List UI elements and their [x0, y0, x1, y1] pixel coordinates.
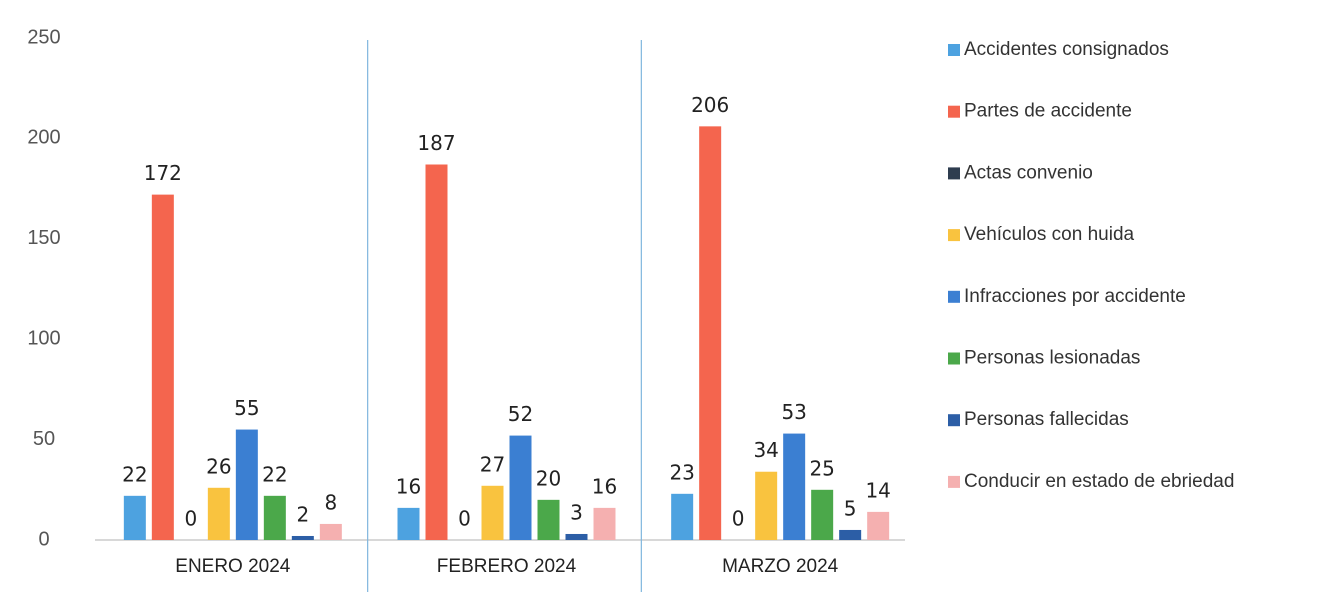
y-tick-label: 100	[27, 327, 60, 349]
value-label: 27	[480, 452, 505, 476]
legend-swatch	[948, 105, 960, 118]
bar	[319, 523, 342, 540]
legend-label: Conducir en estado de ebriedad	[964, 471, 1234, 492]
bar	[425, 164, 448, 540]
value-label: 23	[669, 460, 694, 484]
y-tick-label: 200	[27, 127, 60, 149]
bar	[397, 507, 420, 540]
legend-label: Accidentes consignados	[964, 39, 1169, 60]
value-label: 206	[691, 93, 729, 117]
legend-swatch	[948, 475, 960, 488]
value-label: 22	[262, 462, 287, 486]
bar	[565, 533, 588, 540]
legend-label: Infracciones por accidente	[964, 286, 1186, 307]
bar	[263, 495, 286, 540]
bar	[755, 471, 778, 540]
value-label: 16	[592, 474, 617, 498]
value-label: 53	[781, 400, 806, 424]
bar	[699, 126, 722, 541]
bar	[291, 535, 314, 540]
x-tick-label: FEBRERO 2024	[437, 556, 577, 577]
bar	[235, 429, 258, 540]
bar	[123, 495, 146, 540]
legend-swatch	[948, 290, 960, 303]
bar	[811, 489, 834, 540]
value-label: 5	[844, 496, 857, 520]
legend-swatch	[948, 352, 960, 365]
bar	[839, 529, 862, 540]
value-label: 0	[732, 507, 745, 531]
value-label: 3	[570, 500, 583, 524]
bar	[867, 511, 890, 540]
y-tick-label: 0	[38, 528, 49, 550]
value-label: 55	[234, 396, 259, 420]
value-label: 20	[536, 466, 561, 490]
value-label: 22	[122, 462, 147, 486]
bar	[671, 493, 694, 540]
legend-label: Vehículos con huida	[964, 224, 1135, 245]
x-tick-label: MARZO 2024	[722, 556, 839, 577]
bar	[481, 485, 504, 540]
value-label: 14	[865, 478, 890, 502]
value-label: 34	[753, 438, 778, 462]
legend-label: Personas fallecidas	[964, 409, 1129, 430]
value-label: 0	[458, 507, 471, 531]
value-label: 16	[396, 474, 421, 498]
value-label: 172	[144, 161, 182, 185]
bar	[151, 194, 174, 540]
legend-label: Partes de accidente	[964, 101, 1132, 122]
x-tick-label: ENERO 2024	[175, 556, 291, 577]
legend-swatch	[948, 44, 960, 56]
legend-swatch	[948, 167, 960, 180]
value-label: 52	[508, 402, 533, 426]
bar	[783, 433, 806, 540]
bar	[593, 507, 616, 540]
bar	[509, 435, 532, 540]
value-label: 25	[809, 456, 834, 480]
value-label: 0	[184, 507, 197, 531]
legend-label: Personas lesionadas	[964, 348, 1140, 369]
value-label: 2	[296, 502, 309, 526]
y-tick-label: 150	[27, 227, 60, 249]
y-tick-label: 250	[27, 26, 60, 48]
value-label: 8	[324, 490, 337, 514]
legend-swatch	[948, 229, 960, 242]
value-label: 187	[417, 131, 455, 155]
bar	[537, 499, 560, 540]
legend-swatch	[948, 414, 960, 427]
legend-label: Actas convenio	[964, 162, 1093, 183]
value-label: 26	[206, 454, 231, 478]
y-tick-label: 50	[33, 428, 55, 450]
bar	[207, 487, 230, 540]
